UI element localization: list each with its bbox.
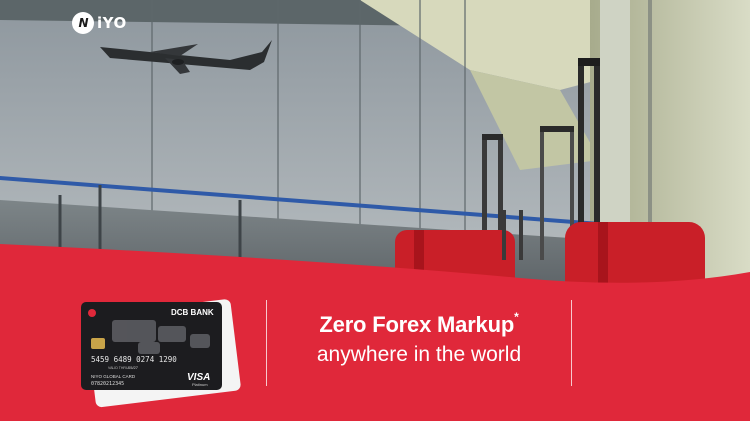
logo-text: iYO	[97, 14, 127, 32]
card-number: 5459 6489 0274 1290	[91, 355, 177, 364]
card-expiry: 05/27	[128, 365, 139, 370]
headline-secondary: anywhere in the world	[316, 343, 522, 366]
card-name: NIYO GLOBAL CARD	[91, 374, 136, 379]
headline-primary: Zero Forex Markup*	[268, 310, 570, 338]
card-bank-name: DCB BANK	[171, 308, 214, 317]
card-tier: Platinum	[192, 382, 208, 387]
chip-icon	[91, 338, 105, 349]
niyo-logo: N iYO	[72, 11, 127, 35]
headline-line1: Zero Forex Markup	[319, 312, 515, 337]
visa-logo: VISA	[187, 372, 210, 383]
suitcase-shape	[502, 58, 705, 300]
logo-mark-icon: N	[72, 12, 94, 34]
front-card: DCB BANK 5459 6489 0274 1290 VALID THRU …	[81, 302, 222, 390]
card-brand-icon	[88, 309, 96, 317]
airplane-shape	[100, 40, 272, 74]
card-id: 07820212345	[91, 381, 124, 387]
niyo-global-card-image: DCB BANK 5459 6489 0274 1290 VALID THRU …	[81, 299, 241, 408]
headline-asterisk: *	[514, 310, 519, 324]
card-valid-label: VALID THRU	[108, 366, 129, 370]
right-divider	[571, 300, 572, 386]
left-divider	[266, 300, 267, 386]
